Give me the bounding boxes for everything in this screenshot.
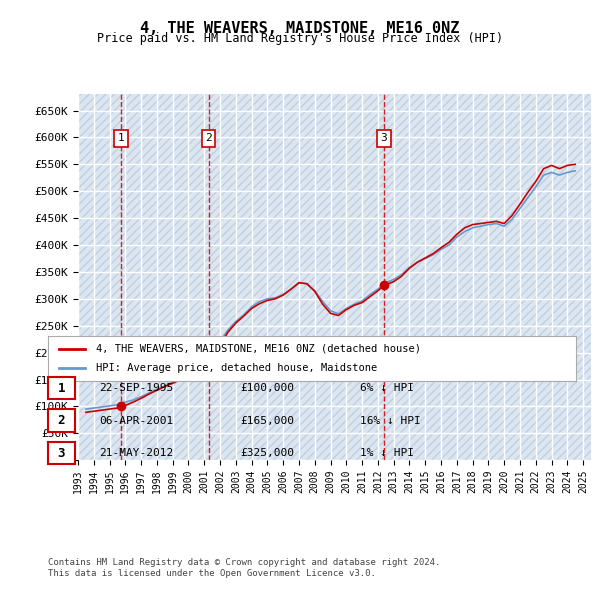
Text: £165,000: £165,000 bbox=[240, 416, 294, 425]
Text: 22-SEP-1995: 22-SEP-1995 bbox=[99, 384, 173, 393]
Text: Price paid vs. HM Land Registry's House Price Index (HPI): Price paid vs. HM Land Registry's House … bbox=[97, 32, 503, 45]
Text: £100,000: £100,000 bbox=[240, 384, 294, 393]
Text: 2: 2 bbox=[58, 414, 65, 427]
Text: 1: 1 bbox=[58, 382, 65, 395]
Text: 1: 1 bbox=[118, 133, 124, 143]
Text: 2: 2 bbox=[205, 133, 212, 143]
Text: HPI: Average price, detached house, Maidstone: HPI: Average price, detached house, Maid… bbox=[95, 363, 377, 373]
Text: 06-APR-2001: 06-APR-2001 bbox=[99, 416, 173, 425]
Text: £325,000: £325,000 bbox=[240, 448, 294, 458]
Text: This data is licensed under the Open Government Licence v3.0.: This data is licensed under the Open Gov… bbox=[48, 569, 376, 578]
Text: 3: 3 bbox=[380, 133, 387, 143]
Text: 4, THE WEAVERS, MAIDSTONE, ME16 0NZ: 4, THE WEAVERS, MAIDSTONE, ME16 0NZ bbox=[140, 21, 460, 35]
Text: 1% ↓ HPI: 1% ↓ HPI bbox=[360, 448, 414, 458]
Text: 6% ↓ HPI: 6% ↓ HPI bbox=[360, 384, 414, 393]
Text: Contains HM Land Registry data © Crown copyright and database right 2024.: Contains HM Land Registry data © Crown c… bbox=[48, 558, 440, 566]
Text: 21-MAY-2012: 21-MAY-2012 bbox=[99, 448, 173, 458]
Text: 4, THE WEAVERS, MAIDSTONE, ME16 0NZ (detached house): 4, THE WEAVERS, MAIDSTONE, ME16 0NZ (det… bbox=[95, 344, 421, 353]
Text: 16% ↓ HPI: 16% ↓ HPI bbox=[360, 416, 421, 425]
Text: 3: 3 bbox=[58, 447, 65, 460]
